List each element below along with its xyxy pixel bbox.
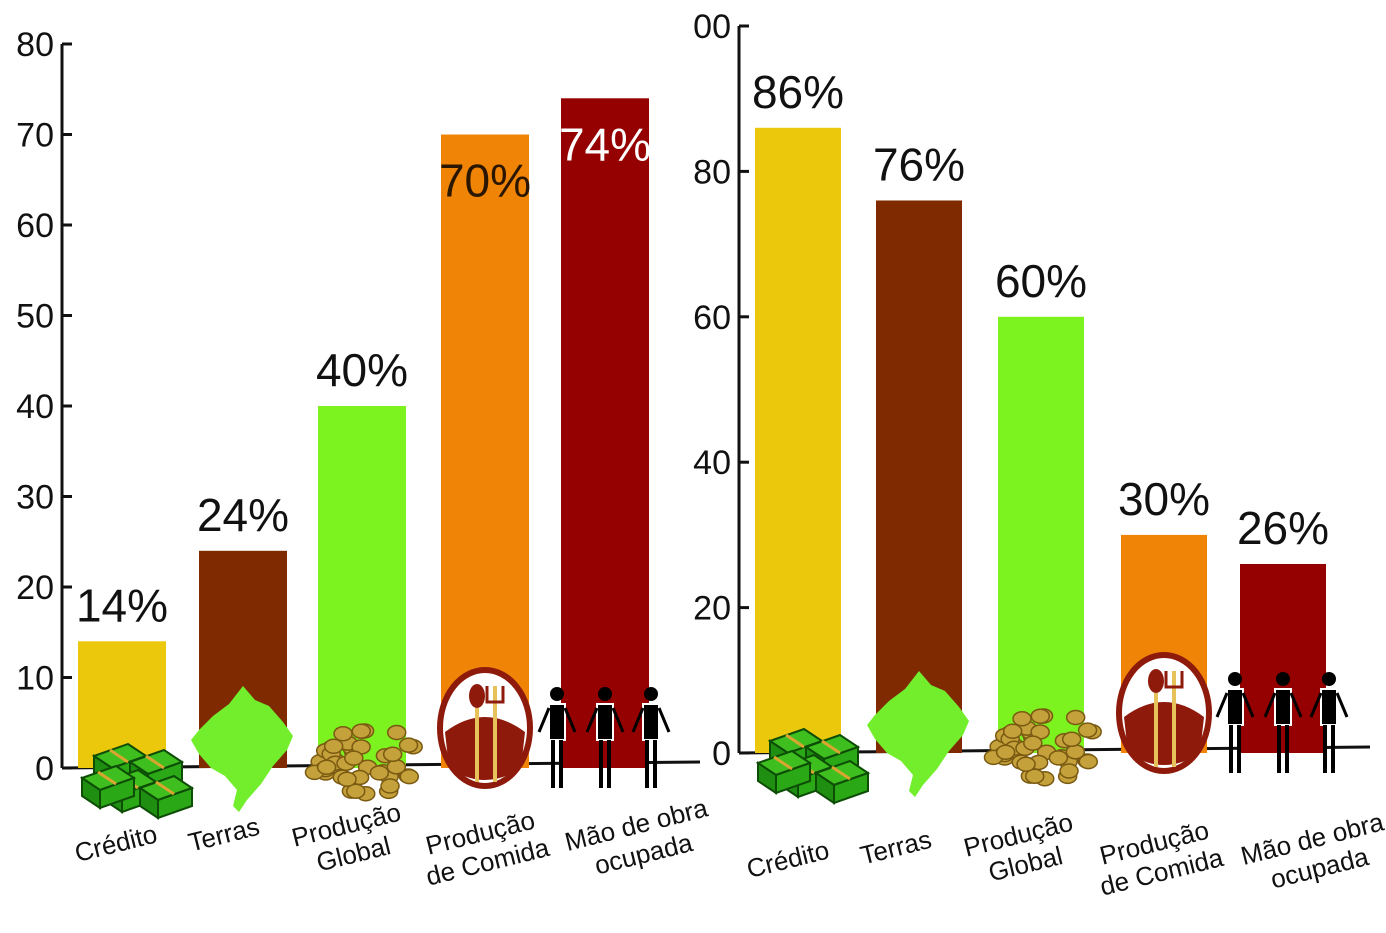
people-icon bbox=[537, 687, 671, 788]
y-tick-label: 30 bbox=[16, 479, 54, 517]
y-tick-label: 0 bbox=[712, 735, 731, 773]
data-label: 40% bbox=[316, 344, 408, 396]
grains-icon bbox=[304, 723, 423, 802]
y-tick-label: 40 bbox=[693, 444, 731, 482]
data-label: 60% bbox=[995, 255, 1087, 307]
people-icon bbox=[1215, 672, 1349, 773]
y-tick-label: 80 bbox=[16, 26, 54, 64]
y-tick-label: 70 bbox=[16, 117, 54, 155]
brazil-map-icon bbox=[867, 671, 969, 797]
data-label: 76% bbox=[873, 138, 965, 190]
brazil-map-icon bbox=[191, 686, 293, 812]
data-label: 86% bbox=[752, 66, 844, 118]
y-tick-label: 00 bbox=[693, 8, 731, 46]
y-tick-label: 20 bbox=[16, 569, 54, 607]
y-tick-label: 60 bbox=[693, 299, 731, 337]
bar bbox=[755, 127, 841, 753]
chart-1: 0 10 20 30 40 50 60 70 80 14% 24% 40% 70% 74% Crédito T… bbox=[16, 26, 711, 892]
data-label: 74% bbox=[559, 118, 651, 170]
money-stack-icon bbox=[79, 742, 195, 820]
grains-icon bbox=[983, 708, 1102, 787]
bar bbox=[998, 316, 1084, 753]
data-label: 30% bbox=[1118, 473, 1210, 525]
plate-fork-spoon-icon bbox=[1116, 652, 1212, 774]
data-label: 24% bbox=[197, 489, 289, 541]
data-label: 26% bbox=[1237, 502, 1329, 554]
y-tick-label: 80 bbox=[693, 153, 731, 191]
bar bbox=[318, 406, 406, 768]
money-stack-icon bbox=[755, 727, 871, 805]
category-label: Terras bbox=[857, 824, 934, 871]
plate-fork-spoon-icon bbox=[437, 667, 533, 789]
bar bbox=[441, 134, 529, 768]
y-tick-label: 60 bbox=[16, 207, 54, 245]
y-tick-label: 0 bbox=[35, 750, 54, 788]
data-label: 70% bbox=[439, 155, 531, 207]
y-tick-label: 40 bbox=[16, 388, 54, 426]
category-label: Crédito bbox=[744, 835, 833, 884]
y-tick-label: 50 bbox=[16, 298, 54, 336]
y-tick-label: 20 bbox=[693, 590, 731, 628]
category-label: Terras bbox=[185, 811, 262, 858]
data-label: 14% bbox=[76, 579, 168, 631]
bar bbox=[561, 98, 649, 769]
y-tick-label: 10 bbox=[16, 660, 54, 698]
bar bbox=[876, 200, 962, 754]
category-label: Crédito bbox=[72, 819, 161, 868]
